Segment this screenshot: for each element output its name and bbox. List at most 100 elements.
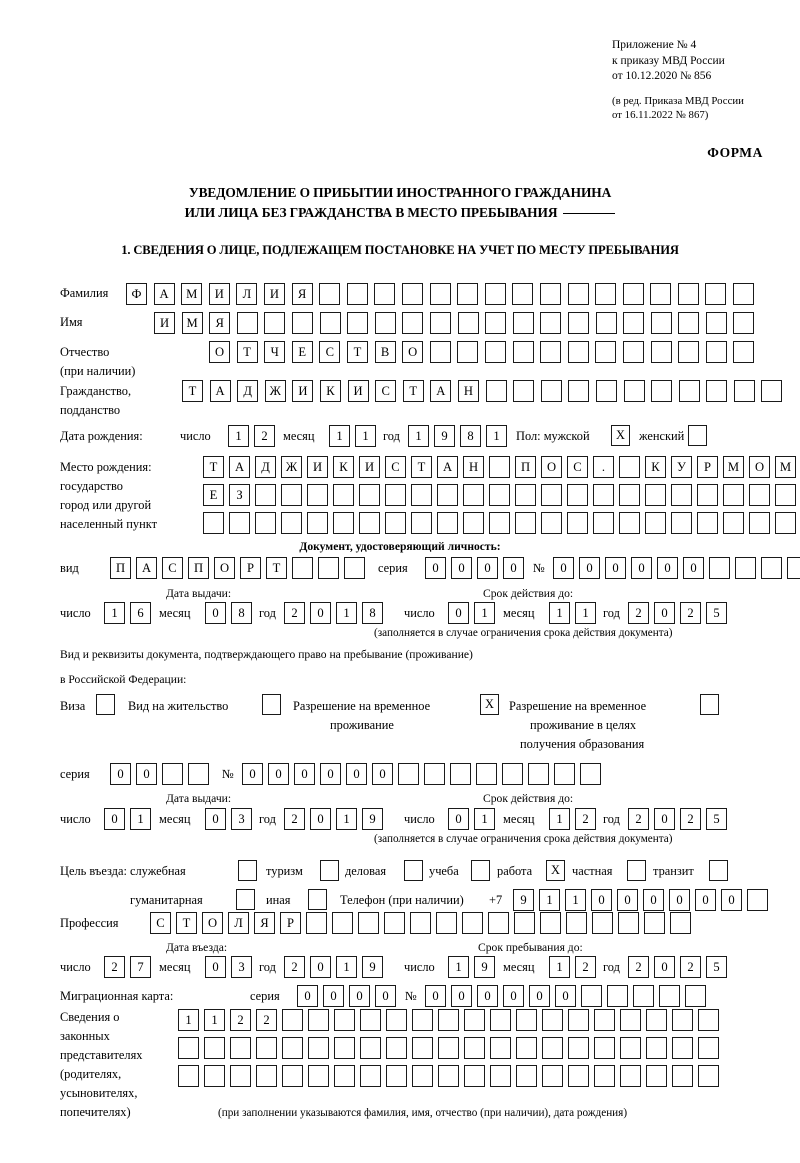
input-cell[interactable] — [595, 283, 617, 305]
input-cell[interactable] — [319, 283, 341, 305]
input-cell[interactable]: В — [374, 341, 396, 363]
input-cell[interactable]: И — [263, 283, 285, 305]
input-cell[interactable] — [775, 512, 796, 534]
input-cell[interactable] — [318, 557, 339, 579]
input-cell[interactable]: 2 — [575, 808, 596, 830]
input-cell[interactable] — [307, 512, 328, 534]
input-cell[interactable] — [464, 1037, 485, 1059]
input-cell[interactable] — [256, 1065, 277, 1087]
input-cell[interactable]: О — [202, 912, 223, 934]
input-cell[interactable] — [344, 557, 365, 579]
input-cell[interactable]: 0 — [349, 985, 370, 1007]
input-cell[interactable]: С — [162, 557, 183, 579]
input-cell[interactable]: 2 — [284, 808, 305, 830]
input-cell[interactable] — [512, 341, 534, 363]
input-cell[interactable]: Д — [237, 380, 259, 402]
input-cell[interactable] — [374, 312, 396, 334]
input-cell[interactable] — [697, 484, 718, 506]
input-cell[interactable]: 0 — [591, 889, 612, 911]
input-cell[interactable] — [334, 1009, 355, 1031]
input-cell[interactable]: 1 — [104, 602, 125, 624]
input-cell[interactable] — [539, 283, 561, 305]
input-cell[interactable]: А — [153, 283, 175, 305]
input-cell[interactable]: Р — [240, 557, 261, 579]
input-cell[interactable] — [540, 312, 562, 334]
input-cell[interactable] — [619, 484, 640, 506]
input-cell[interactable]: 8 — [231, 602, 252, 624]
input-cell[interactable]: А — [437, 456, 458, 478]
input-cell[interactable] — [685, 985, 706, 1007]
checkbox-purpose-humanitarian[interactable] — [236, 889, 255, 910]
input-cell[interactable]: 0 — [375, 985, 396, 1007]
input-cell[interactable]: 0 — [205, 808, 226, 830]
input-cell[interactable]: 1 — [549, 808, 570, 830]
input-cell[interactable]: 9 — [474, 956, 495, 978]
input-cell[interactable]: 0 — [477, 557, 498, 579]
input-cell[interactable]: 0 — [310, 602, 331, 624]
input-cell[interactable] — [528, 763, 549, 785]
input-cell[interactable] — [332, 912, 353, 934]
input-cell[interactable] — [595, 312, 617, 334]
input-cell[interactable] — [308, 1037, 329, 1059]
input-cell[interactable]: 2 — [230, 1009, 251, 1031]
input-cell[interactable] — [306, 912, 327, 934]
input-cell[interactable]: О — [402, 341, 424, 363]
input-cell[interactable] — [463, 484, 484, 506]
input-cell[interactable] — [516, 1009, 537, 1031]
input-cell[interactable]: 5 — [706, 808, 727, 830]
input-cell[interactable] — [438, 1065, 459, 1087]
input-cell[interactable]: Я — [291, 283, 313, 305]
input-cell[interactable]: А — [430, 380, 452, 402]
input-cell[interactable] — [709, 557, 730, 579]
input-cell[interactable]: П — [515, 456, 536, 478]
input-cell[interactable]: 1 — [204, 1009, 225, 1031]
input-cell[interactable]: О — [541, 456, 562, 478]
input-cell[interactable] — [542, 1037, 563, 1059]
input-cell[interactable] — [567, 283, 589, 305]
input-cell[interactable] — [618, 912, 639, 934]
input-cell[interactable]: 1 — [355, 425, 376, 447]
input-cell[interactable]: 0 — [654, 956, 675, 978]
input-cell[interactable]: 0 — [631, 557, 652, 579]
input-cell[interactable]: Т — [266, 557, 287, 579]
input-cell[interactable]: 2 — [104, 956, 125, 978]
input-cell[interactable]: 8 — [362, 602, 383, 624]
input-cell[interactable] — [236, 312, 258, 334]
input-cell[interactable] — [645, 484, 666, 506]
input-cell[interactable] — [319, 312, 341, 334]
input-cell[interactable] — [398, 763, 419, 785]
field-legal-rep-row-2[interactable] — [178, 1037, 719, 1059]
input-cell[interactable]: 0 — [425, 557, 446, 579]
input-cell[interactable] — [346, 283, 368, 305]
input-cell[interactable] — [568, 1065, 589, 1087]
input-cell[interactable]: 1 — [408, 425, 429, 447]
input-cell[interactable] — [568, 380, 590, 402]
input-cell[interactable] — [490, 1065, 511, 1087]
input-cell[interactable] — [705, 341, 727, 363]
input-cell[interactable] — [255, 484, 276, 506]
input-cell[interactable]: Ч — [264, 341, 286, 363]
input-cell[interactable] — [489, 456, 510, 478]
input-cell[interactable] — [436, 912, 457, 934]
input-cell[interactable] — [623, 312, 645, 334]
input-cell[interactable] — [671, 512, 692, 534]
input-cell[interactable] — [282, 1009, 303, 1031]
input-cell[interactable] — [462, 912, 483, 934]
checkbox-temp-residence[interactable]: X — [480, 694, 499, 715]
input-cell[interactable] — [697, 512, 718, 534]
input-cell[interactable] — [402, 312, 424, 334]
input-cell[interactable]: А — [209, 380, 231, 402]
input-cell[interactable]: 0 — [320, 763, 341, 785]
input-cell[interactable]: 0 — [477, 985, 498, 1007]
input-cell[interactable] — [264, 312, 286, 334]
input-cell[interactable]: Т — [203, 456, 224, 478]
input-cell[interactable]: 0 — [372, 763, 393, 785]
input-cell[interactable] — [401, 283, 423, 305]
input-cell[interactable]: О — [214, 557, 235, 579]
input-cell[interactable] — [723, 512, 744, 534]
